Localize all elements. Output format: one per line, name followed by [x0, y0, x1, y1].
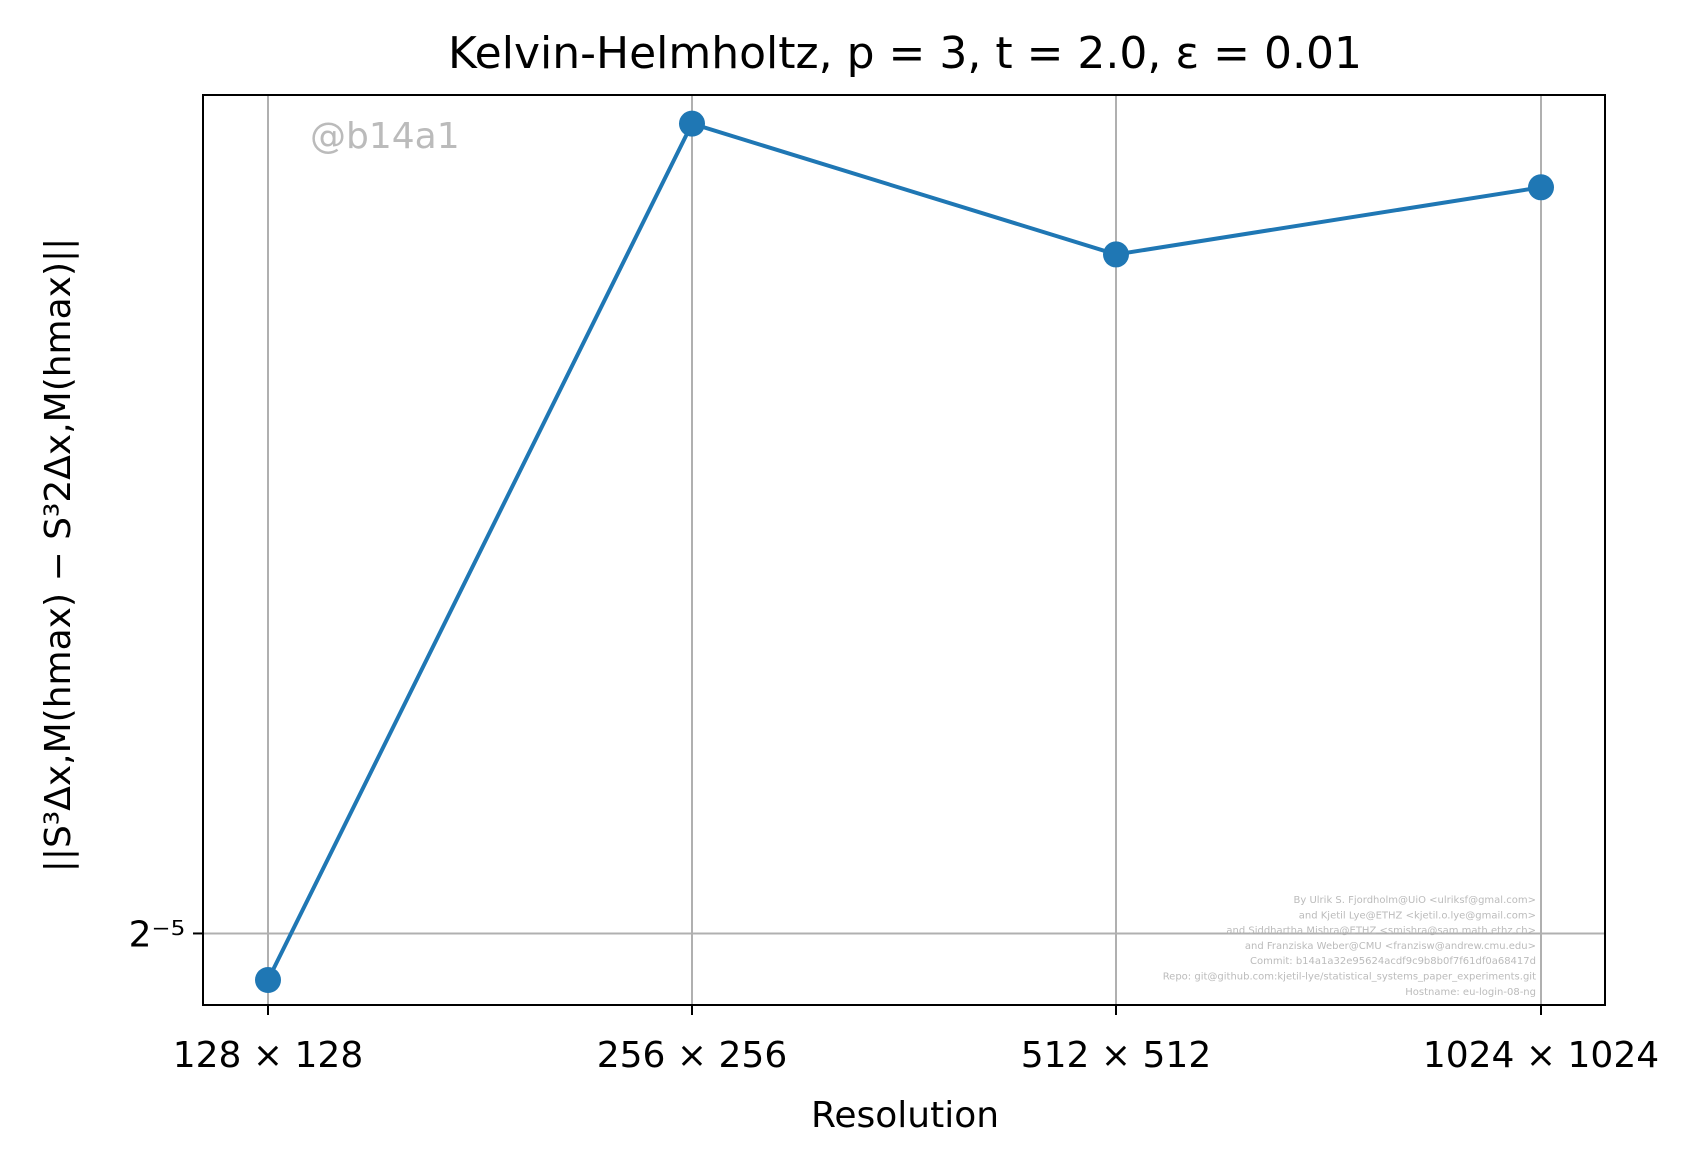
series-line	[255, 110, 1554, 994]
credit-line: Hostname: eu-login-08-ng	[1405, 987, 1536, 998]
credit-line: and Franziska Weber@CMU <franzisw@andrew…	[1245, 941, 1536, 952]
x-tick-label: 256 × 256	[597, 1035, 787, 1076]
plot-frame	[202, 94, 1606, 1006]
watermark-text: @b14a1	[310, 116, 460, 157]
x-tick-label: 512 × 512	[1021, 1035, 1211, 1076]
y-tick-label: 2⁻⁵	[129, 914, 185, 955]
data-point	[1528, 174, 1554, 201]
x-tick-label: 1024 × 1024	[1423, 1035, 1659, 1076]
credit-line: Commit: b14a1a32e95624acdf9c9b8b0f7f61df…	[1250, 956, 1536, 967]
credits-block: By Ulrik S. Fjordholm@UiO <ulriksf@gmal.…	[1163, 895, 1536, 998]
credit-line: and Siddhartha Mishra@ETHZ <smishra@sam.…	[1226, 926, 1536, 937]
data-point	[255, 967, 281, 994]
x-axis-label: Resolution	[811, 1095, 999, 1136]
grid	[203, 95, 1605, 1005]
series-polyline	[266, 121, 1542, 981]
x-axis-ticks: 128 × 128 256 × 256 512 × 512 1024 × 1024	[173, 1005, 1659, 1076]
x-tick-label: 128 × 128	[173, 1035, 363, 1076]
chart-title: Kelvin-Helmholtz, p = 3, t = 2.0, ε = 0.…	[448, 28, 1362, 79]
y-axis-label: ||S³Δx,M(hmax) − S³2Δx,M(hmax)||	[38, 238, 79, 873]
data-point	[679, 110, 705, 137]
y-axis-ticks: 2⁻⁵	[129, 914, 203, 955]
credit-line: and Kjetil Lye@ETHZ <kjetil.o.lye@gmail.…	[1299, 910, 1536, 921]
data-point	[1103, 241, 1129, 268]
credit-line: By Ulrik S. Fjordholm@UiO <ulriksf@gmal.…	[1294, 895, 1537, 906]
credit-line: Repo: git@github.com:kjetil-lye/statisti…	[1163, 972, 1536, 983]
